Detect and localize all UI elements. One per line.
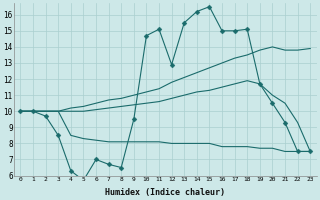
X-axis label: Humidex (Indice chaleur): Humidex (Indice chaleur) (105, 188, 225, 197)
